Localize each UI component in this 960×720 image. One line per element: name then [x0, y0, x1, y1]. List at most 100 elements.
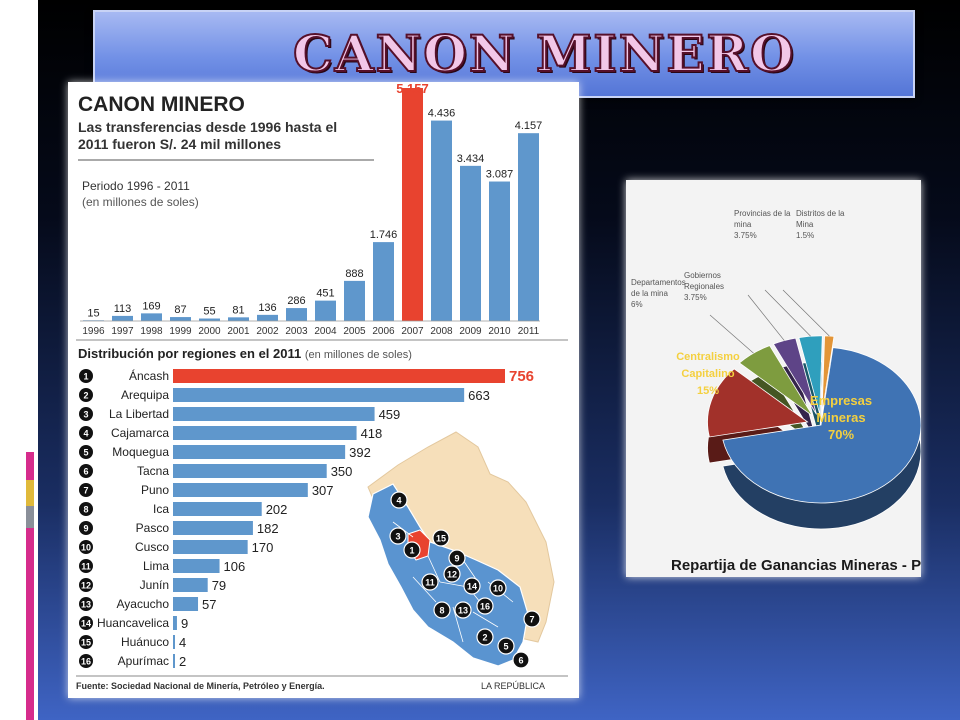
year-bar-1999: [170, 317, 191, 321]
rank-number: 14: [81, 619, 91, 629]
pie-slice-label: 1.5%: [796, 231, 814, 240]
map-marker: [523, 610, 541, 628]
yearly-bar-chart: 15 1996 113 1997 169 1998 87 1999 55 2000 81 2001 13…: [82, 81, 542, 337]
region-bar: [173, 540, 248, 554]
pie-leader-lines: [709, 289, 830, 354]
rank-number: 15: [81, 638, 91, 648]
year-bar-2003: [286, 308, 307, 321]
rank-number: 8: [83, 505, 88, 515]
year-bar-2001: [228, 317, 249, 321]
slide-title: CANON MINERO: [292, 23, 796, 84]
map-marker-label: 11: [425, 578, 435, 588]
rank-number: 5: [83, 448, 88, 458]
region-name: Junín: [140, 578, 169, 592]
pie-chart-svg: Empresas Mineras 70% Centralismo Capitalino 1…: [631, 209, 944, 574]
rank-number: 13: [81, 600, 91, 610]
region-value: 79: [212, 578, 226, 593]
rank-number: 9: [83, 524, 88, 534]
pie-slice-label: Mina: [796, 220, 814, 229]
pie-leader-line: [709, 314, 754, 354]
year-value-label: 55: [203, 306, 215, 318]
map-marker: [454, 601, 472, 619]
year-tick-label: 1996: [82, 326, 105, 337]
year-value-label: 87: [174, 304, 186, 316]
rank-number: 3: [83, 410, 88, 420]
region-name: Moquegua: [112, 445, 169, 459]
region-name: Lima: [143, 559, 169, 573]
year-value-label: 3.087: [486, 169, 514, 181]
publisher-label: LA REPÚBLICA: [481, 681, 545, 691]
region-value: 307: [312, 483, 334, 498]
rank-number: 11: [81, 562, 91, 572]
map-marker-label: 9: [454, 554, 459, 564]
deco-bar-gray: [26, 506, 34, 528]
map-marker: [421, 573, 439, 591]
year-tick-label: 2008: [430, 326, 453, 337]
region-bar: [173, 521, 253, 535]
map-marker: [448, 549, 466, 567]
pie-slice: [738, 345, 814, 417]
region-name: Huánuco: [121, 635, 169, 649]
pie-labels: Empresas Mineras 70% Centralismo Capitalino 1…: [631, 209, 872, 442]
rank-badge: [79, 635, 93, 649]
rank-badge: [79, 388, 93, 402]
rank-number: 12: [81, 581, 91, 591]
pie-slice: [722, 347, 922, 504]
year-bar-2010: [489, 181, 510, 321]
regions-title: Distribución por regiones en el 2011 (en…: [78, 346, 412, 361]
region-bar: [173, 464, 327, 478]
region-bar: [173, 426, 357, 440]
units-label: (en millones de soles): [82, 195, 199, 209]
year-value-label: 113: [114, 303, 132, 315]
region-value: 418: [361, 426, 383, 441]
region-value: 2: [179, 654, 186, 669]
year-bar-2004: [315, 300, 336, 321]
region-bar: [173, 407, 375, 421]
rank-badge: [79, 464, 93, 478]
region-value: 170: [252, 540, 274, 555]
region-name: Pasco: [136, 521, 170, 535]
deco-bar-gold: [26, 480, 34, 506]
pie-caption: Repartija de Ganancias Mineras - Peru: [671, 557, 921, 574]
region-bar: [173, 654, 175, 668]
region-value: 756: [509, 368, 534, 385]
rank-badge: [79, 597, 93, 611]
region-bar: [173, 635, 175, 649]
deco-bar-magenta: [26, 452, 34, 720]
pie-slice-label: 15%: [697, 385, 719, 397]
region-value: 4: [179, 635, 186, 650]
map-marker-label: 5: [503, 642, 508, 652]
rank-badge: [79, 369, 93, 383]
year-tick-label: 2007: [401, 326, 424, 337]
map-marker-label: 13: [458, 606, 468, 616]
region-name: Áncash: [129, 368, 169, 383]
year-bar-1998: [141, 313, 162, 321]
infographic-svg: CANON MINERO Las transferencias desde 19…: [76, 81, 568, 691]
year-value-label: 4.436: [428, 108, 456, 120]
year-tick-label: 2001: [227, 326, 250, 337]
year-bar-2007: [402, 88, 423, 321]
peru-map: 4 31 15 9 12 11 14 10 8 13 16 7 2 56: [367, 431, 555, 669]
rank-badge: [79, 483, 93, 497]
region-name: Ica: [153, 502, 169, 516]
year-value-label: 3.434: [457, 153, 485, 165]
year-value-label: 286: [287, 295, 305, 307]
year-tick-label: 2002: [256, 326, 279, 337]
map-marker: [497, 637, 515, 655]
pie-slice-label: Provincias de la: [734, 209, 791, 218]
infographic-heading: CANON MINERO: [78, 93, 245, 116]
pie-slice-label: Gobiernos: [684, 271, 721, 280]
rank-badge: [79, 426, 93, 440]
region-value: 9: [181, 616, 188, 631]
map-marker-label: 14: [467, 582, 477, 592]
pie-panel: Empresas Mineras 70% Centralismo Capitalino 1…: [626, 180, 944, 577]
pie-chart: [707, 335, 922, 530]
region-bar: [173, 445, 346, 459]
region-bar: [173, 502, 262, 516]
region-bar: [173, 578, 208, 592]
rank-number: 10: [81, 543, 91, 553]
year-value-label: 1.746: [370, 229, 398, 241]
year-value-label: 451: [316, 288, 334, 300]
region-value: 663: [468, 388, 490, 403]
map-marker-label: 8: [439, 606, 444, 616]
